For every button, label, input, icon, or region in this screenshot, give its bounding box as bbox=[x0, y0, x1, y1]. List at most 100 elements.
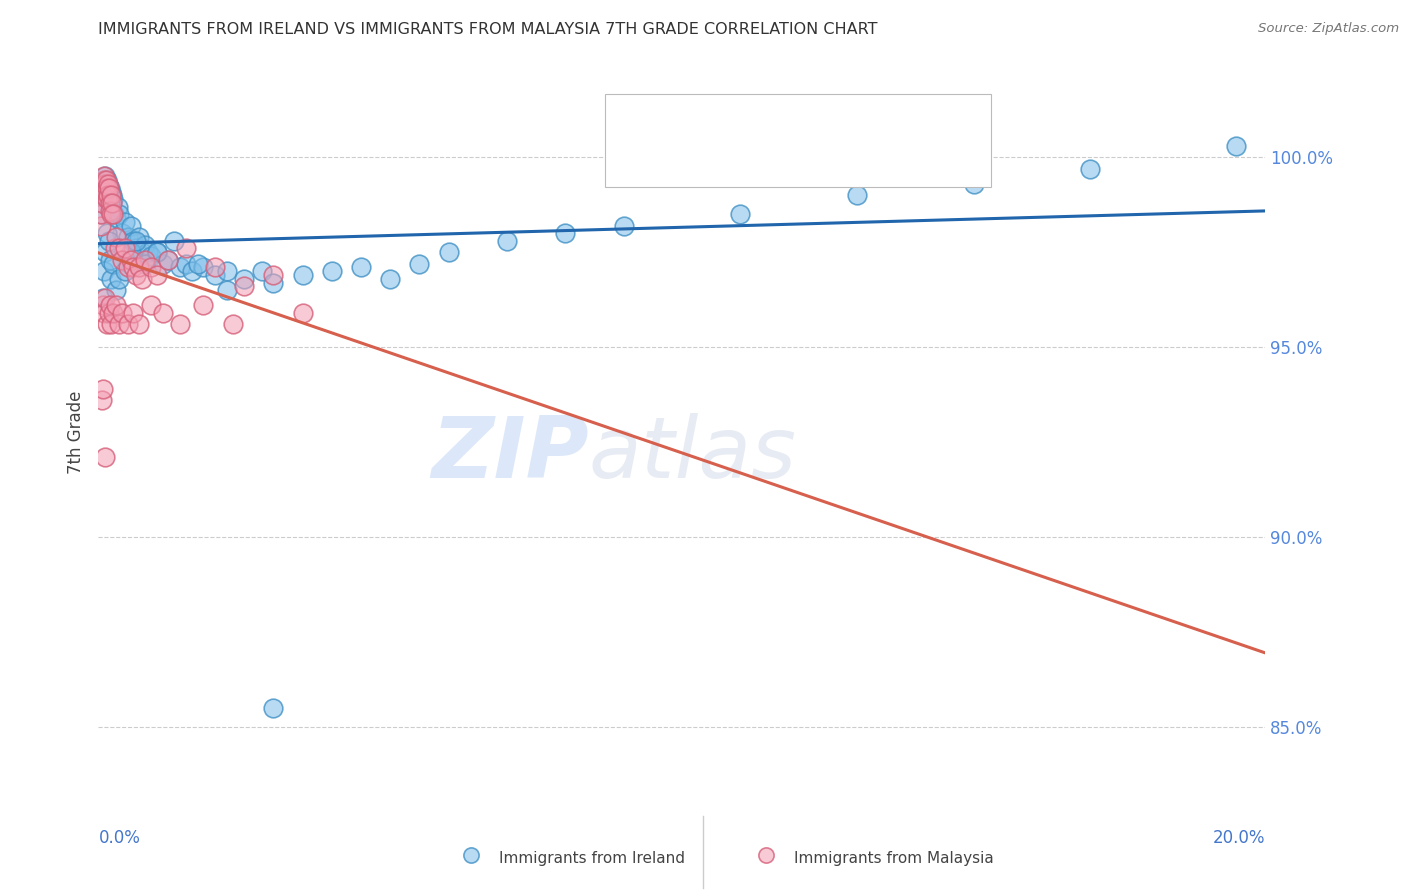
Point bbox=[350, 260, 373, 275]
Point bbox=[111, 306, 134, 320]
Point bbox=[90, 207, 112, 221]
Point bbox=[612, 219, 634, 233]
Point bbox=[104, 298, 127, 312]
Point bbox=[93, 177, 115, 191]
Point bbox=[100, 318, 122, 332]
Point bbox=[146, 245, 169, 260]
Point bbox=[96, 173, 118, 187]
Point bbox=[131, 272, 153, 286]
Point bbox=[146, 245, 169, 260]
Point bbox=[128, 260, 150, 275]
Point bbox=[108, 207, 131, 221]
Point bbox=[97, 234, 120, 248]
Point bbox=[91, 291, 114, 305]
Point bbox=[97, 177, 120, 191]
Text: Immigrants from Malaysia: Immigrants from Malaysia bbox=[794, 851, 994, 865]
Point bbox=[139, 249, 162, 263]
Point bbox=[108, 318, 131, 332]
Text: Immigrants from Ireland: Immigrants from Ireland bbox=[499, 851, 685, 865]
Point bbox=[120, 252, 142, 267]
Point bbox=[98, 195, 121, 210]
Point bbox=[104, 211, 127, 226]
Point bbox=[94, 177, 117, 191]
Point bbox=[93, 173, 115, 187]
Point bbox=[100, 200, 122, 214]
Point bbox=[101, 195, 124, 210]
Point bbox=[101, 207, 124, 221]
Point bbox=[97, 177, 120, 191]
Point bbox=[100, 185, 122, 199]
Point bbox=[193, 260, 215, 275]
Point bbox=[122, 306, 145, 320]
Point bbox=[94, 185, 117, 199]
Point bbox=[101, 203, 124, 218]
Point bbox=[98, 195, 121, 210]
Point bbox=[131, 245, 153, 260]
Point bbox=[120, 245, 142, 260]
Point bbox=[291, 306, 314, 320]
Point bbox=[134, 252, 156, 267]
Point bbox=[122, 260, 145, 275]
Point bbox=[174, 257, 197, 271]
Point bbox=[98, 298, 121, 312]
Y-axis label: 7th Grade: 7th Grade bbox=[67, 391, 86, 475]
Point bbox=[117, 318, 139, 332]
Point bbox=[152, 306, 174, 320]
Point bbox=[91, 188, 114, 202]
Point bbox=[157, 252, 180, 267]
Point bbox=[91, 382, 114, 396]
Point bbox=[215, 264, 238, 278]
Point bbox=[91, 188, 114, 202]
Point bbox=[93, 306, 115, 320]
Point bbox=[94, 291, 117, 305]
Point bbox=[104, 230, 127, 244]
Point bbox=[628, 153, 651, 167]
Point bbox=[114, 215, 136, 229]
Point bbox=[495, 234, 517, 248]
Point bbox=[554, 227, 576, 241]
Point bbox=[91, 180, 114, 194]
Text: IMMIGRANTS FROM IRELAND VS IMMIGRANTS FROM MALAYSIA 7TH GRADE CORRELATION CHART: IMMIGRANTS FROM IRELAND VS IMMIGRANTS FR… bbox=[98, 22, 877, 37]
Point bbox=[378, 272, 402, 286]
Point bbox=[262, 701, 284, 715]
Point bbox=[96, 180, 118, 194]
Point bbox=[100, 207, 122, 221]
Point bbox=[103, 207, 125, 221]
Point bbox=[262, 268, 284, 282]
Point bbox=[94, 185, 117, 199]
Point bbox=[321, 264, 343, 278]
Point bbox=[97, 188, 120, 202]
Text: R = 0.201: R = 0.201 bbox=[668, 112, 766, 130]
Point bbox=[125, 268, 148, 282]
Point bbox=[94, 173, 117, 187]
Point bbox=[98, 252, 121, 267]
Point bbox=[94, 177, 117, 191]
Point bbox=[108, 272, 131, 286]
Point bbox=[97, 188, 120, 202]
Point bbox=[104, 283, 127, 297]
Point bbox=[134, 257, 156, 271]
Point bbox=[90, 219, 112, 233]
Point bbox=[169, 260, 191, 275]
Point bbox=[628, 114, 651, 128]
Point bbox=[111, 252, 134, 267]
Point bbox=[139, 260, 162, 275]
Point bbox=[157, 252, 180, 267]
Point bbox=[845, 188, 868, 202]
Point bbox=[437, 245, 460, 260]
Point bbox=[93, 173, 115, 187]
Point bbox=[134, 237, 156, 252]
Point bbox=[107, 200, 129, 214]
Point bbox=[101, 192, 124, 206]
Point bbox=[187, 257, 209, 271]
Point bbox=[96, 227, 118, 241]
Text: 20.0%: 20.0% bbox=[1213, 829, 1265, 847]
Point bbox=[117, 230, 139, 244]
Point bbox=[180, 264, 202, 278]
Text: N = 81: N = 81 bbox=[832, 112, 900, 130]
Text: R = 0.273: R = 0.273 bbox=[668, 151, 766, 169]
Point bbox=[98, 203, 121, 218]
Point bbox=[96, 192, 118, 206]
Point bbox=[125, 242, 148, 256]
Point bbox=[139, 298, 162, 312]
